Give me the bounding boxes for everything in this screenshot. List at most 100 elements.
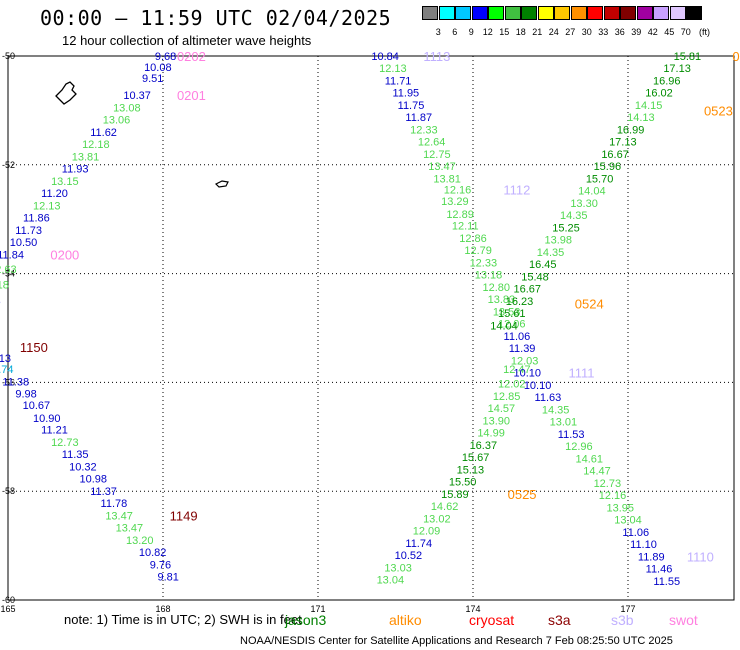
swh-value-label: 11.53 xyxy=(558,429,585,441)
colorbar-swatch xyxy=(686,6,702,20)
swh-value-label: 13.95 xyxy=(606,503,634,515)
swh-value-label: 11.20 xyxy=(41,188,68,200)
pass-time-label: 1150 xyxy=(20,340,48,355)
pass-time-label: 1149 xyxy=(170,509,198,524)
colorbar-swatch xyxy=(669,6,686,20)
swh-value-label: 14.35 xyxy=(542,405,570,417)
pass-time-label: 1111 xyxy=(568,366,594,381)
swh-value-label: 16.99 xyxy=(617,124,645,136)
swh-value-label: 14.13 xyxy=(627,112,655,124)
colorbar-swatch xyxy=(653,6,669,20)
pass-time-label: 0201 xyxy=(177,88,206,103)
swh-value-label: 16.67 xyxy=(601,149,629,161)
swh-value-label: 15.25 xyxy=(552,222,580,234)
swh-value-label: 15.61 xyxy=(498,308,526,320)
swh-value-label: 10.10 xyxy=(513,368,541,380)
swh-value-label: 10.52 xyxy=(395,550,423,562)
island-outline xyxy=(55,81,77,105)
swh-value-label: 11.38 xyxy=(2,376,29,388)
swh-value-label: 13.98 xyxy=(544,234,572,246)
swh-value-label: 16.02 xyxy=(645,87,673,99)
satellite-legend-s3a: s3a xyxy=(548,612,571,628)
swh-value-label: 15.81 xyxy=(674,51,702,63)
swh-value-label: 13.81 xyxy=(72,152,100,164)
pass-time-label: 1110 xyxy=(687,549,714,564)
colorbar-label: 9 xyxy=(468,27,474,37)
satellite-legend-s3b: s3b xyxy=(611,612,634,628)
swh-value-label: 13.03 xyxy=(384,562,412,574)
swh-value-label: 13.53 xyxy=(493,307,521,319)
colorbar-swatch xyxy=(587,6,603,20)
swh-value-label: 12.73 xyxy=(594,478,622,490)
y-tick-label: -56 xyxy=(2,377,15,387)
x-tick-label: 177 xyxy=(620,604,635,614)
swh-value-label: 11.84 xyxy=(0,250,24,262)
swh-value-label: 15.13 xyxy=(457,464,485,476)
pass-time-label: 0523 xyxy=(704,103,733,118)
swh-value-label: 11.78 xyxy=(101,498,128,510)
swh-value-label: 10.08 xyxy=(144,62,172,74)
swh-value-label: 12.86 xyxy=(459,233,487,245)
swh-value-label: 11.35 xyxy=(62,449,89,461)
swh-value-label: 13.81 xyxy=(433,173,461,185)
swh-value-label: 11.86 xyxy=(23,213,50,225)
swh-value-label: 14.04 xyxy=(490,320,518,332)
island-outline xyxy=(214,180,229,188)
swh-value-label: 13.06 xyxy=(103,115,131,127)
satellite-legend-altiko: altiko xyxy=(389,612,422,628)
colorbar-label: 39 xyxy=(631,27,642,37)
swh-value-label: 13.04 xyxy=(377,574,405,586)
colorbar-swatch xyxy=(488,6,504,20)
swh-value-label: 13.90 xyxy=(482,415,510,427)
swh-value-label: 14.57 xyxy=(488,403,516,415)
swh-value-label: 11.55 xyxy=(653,576,680,588)
swh-value-label: 12.11 xyxy=(452,221,479,233)
pass-time-label: 0522 xyxy=(732,49,740,64)
swh-value-label: 13.30 xyxy=(570,198,598,210)
swh-value-label: 14.35 xyxy=(537,247,565,259)
swh-value-label: 13.47 xyxy=(116,523,144,535)
swh-value-label: 11.10 xyxy=(630,539,657,551)
swh-value-label: 12.79 xyxy=(464,245,492,257)
swh-value-label: 12.18 xyxy=(0,279,9,291)
swh-value-label: 14.15 xyxy=(635,100,663,112)
colorbar-swatch xyxy=(554,6,570,20)
swh-value-label: 9.76 xyxy=(150,560,171,572)
swh-value-label: 12.02 xyxy=(498,378,526,390)
swh-value-label: 16.96 xyxy=(653,75,681,87)
swh-value-label: 12.85 xyxy=(493,391,521,403)
swh-value-label: 15.67 xyxy=(462,452,490,464)
y-tick-label: -58 xyxy=(2,486,15,496)
colorbar-swatch xyxy=(620,6,636,20)
swh-value-label: 12.80 xyxy=(482,282,510,294)
swh-value-label: 9.13 xyxy=(0,353,11,365)
swh-value-label: 9.51 xyxy=(142,73,163,85)
swh-value-label: 9.95 xyxy=(0,296,1,308)
swh-value-label: 11.95 xyxy=(392,87,419,99)
swh-value-label: 15.48 xyxy=(521,271,549,283)
swh-value-label: 12.18 xyxy=(82,139,110,151)
colorbar-label: 70 xyxy=(680,27,691,37)
swh-value-label: 11.46 xyxy=(646,563,673,575)
swh-value-label: 11.93 xyxy=(62,164,89,176)
satellite-legend-swot: swot xyxy=(669,612,698,628)
colorbar-swatch xyxy=(438,6,455,20)
y-tick-label: -52 xyxy=(2,160,15,170)
swh-value-label: 17.13 xyxy=(609,136,637,148)
swh-value-label: 12.64 xyxy=(418,136,446,148)
swh-value-label: 13.47 xyxy=(105,511,133,523)
swh-value-label: 13.20 xyxy=(126,535,154,547)
swh-value-label: 12.33 xyxy=(410,124,438,136)
swh-value-label: 13.47 xyxy=(428,161,456,173)
colorbar-swatch xyxy=(537,6,554,20)
x-tick-label: 165 xyxy=(0,604,15,614)
swh-value-label: 12.63 xyxy=(0,264,17,276)
credit-line: NOAA/NESDIS Center for Satellite Applica… xyxy=(240,635,673,647)
swh-value-label: 12.73 xyxy=(51,437,79,449)
swh-value-label: 10.90 xyxy=(33,413,61,425)
swh-value-label: 10.32 xyxy=(69,462,97,474)
swh-value-label: 16.23 xyxy=(506,296,534,308)
pass-time-label: 0200 xyxy=(50,248,79,263)
swh-value-label: 12.47 xyxy=(503,364,531,376)
